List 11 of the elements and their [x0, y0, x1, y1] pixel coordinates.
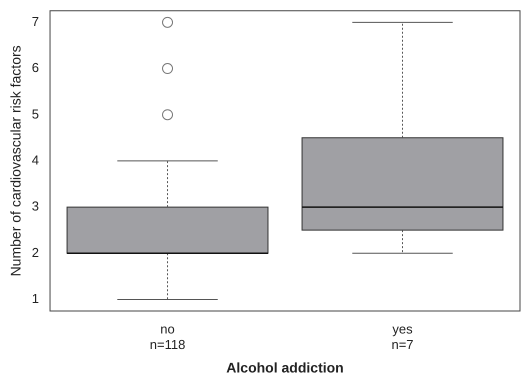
x-tick-label: yes n=7 [391, 321, 414, 352]
y-tick-label: 1 [32, 291, 40, 306]
y-tick-label: 7 [32, 14, 40, 29]
y-tick-label: 6 [32, 60, 40, 76]
x-axis-title: Alcohol addiction [226, 359, 344, 376]
y-axis-title: Number of cardiovascular risk factors [7, 45, 24, 276]
x-tick-label: no n=118 [150, 321, 186, 352]
y-tick-label: 3 [32, 198, 40, 214]
y-tick-label: 4 [32, 152, 40, 168]
y-tick-label: 2 [32, 244, 40, 260]
y-tick-label: 5 [32, 106, 40, 122]
